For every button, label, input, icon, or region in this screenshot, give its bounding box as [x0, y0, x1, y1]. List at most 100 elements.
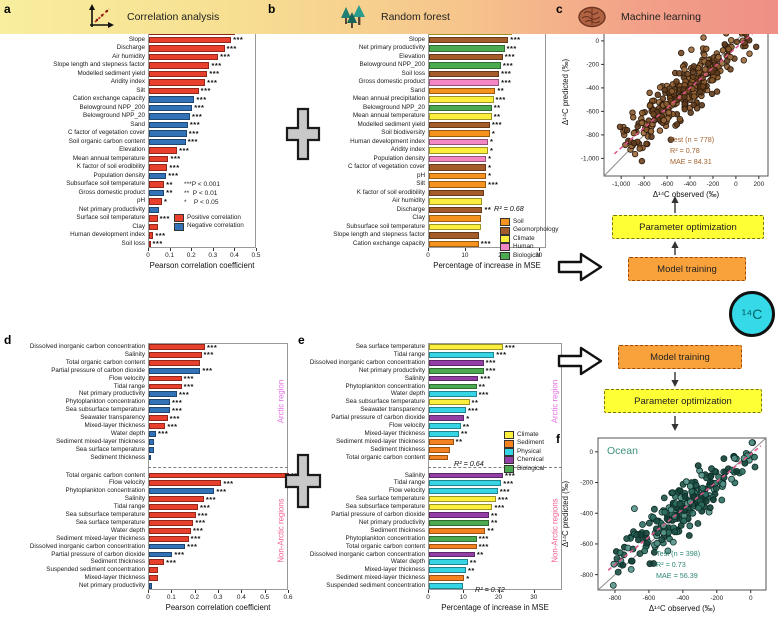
axis-tick-label: 0	[595, 38, 599, 45]
bar-label: Sediment thickness	[370, 445, 425, 453]
bar-label: Human development index	[350, 137, 425, 145]
panel-b: b R factor of rainfall erosivity***Soil …	[262, 2, 558, 295]
axis-tick	[191, 248, 193, 251]
bar	[429, 488, 498, 495]
axis-tick-label: 0.5	[260, 594, 270, 601]
bar-label: Soil loss	[401, 69, 425, 77]
bar-label: Mixed-layer thickness	[364, 566, 425, 574]
scatter-point	[673, 78, 680, 85]
scatter-point	[689, 68, 697, 76]
bar	[149, 130, 187, 137]
significance-stars: **	[493, 103, 501, 112]
bar	[149, 504, 198, 510]
legend-swatch	[504, 448, 514, 457]
bar	[149, 223, 158, 230]
significance-stars: ***	[152, 239, 163, 248]
panel-f: f -800 -600 -400 -200 0 0 -200 -400 -600 -800 Δ¹⁴C…	[556, 430, 778, 624]
bar	[149, 543, 186, 550]
plus-icon	[284, 453, 322, 509]
axis-tick-label: -200	[710, 595, 723, 602]
bar	[429, 383, 477, 390]
scatter-point	[658, 536, 666, 543]
significance-stars: ***	[169, 162, 180, 172]
legend-swatch	[500, 251, 510, 260]
scatter-point	[719, 480, 727, 488]
scatter-point	[650, 549, 658, 556]
bar-label: Net primary productivity	[358, 518, 425, 526]
bar	[429, 583, 463, 589]
bar-label: Phytoplankton concentration	[345, 382, 425, 390]
parameter-optimization-box: Parameter optimization	[604, 389, 762, 413]
bar	[429, 519, 489, 526]
significance-stars: ***	[478, 534, 489, 544]
bar-label: Partial pressure of carbon dioxide	[51, 366, 145, 374]
axis-tick-label: -800	[580, 572, 593, 579]
scatter-point	[627, 565, 635, 573]
bar	[429, 367, 484, 374]
bar-label: Phytoplankton concentration	[65, 398, 145, 406]
band-label: Machine learning	[621, 11, 701, 23]
significance-stars: ***	[205, 494, 217, 504]
bar-label: Aridity index	[390, 146, 425, 153]
significance-stars: **	[462, 421, 470, 431]
scatter-point	[677, 49, 685, 57]
axis-tick-label: 0	[734, 181, 738, 188]
scatter-point	[631, 150, 639, 158]
bar	[429, 121, 490, 128]
scatter-point	[694, 520, 702, 527]
significance-stars: **	[469, 557, 477, 567]
y-axis-label: Δ¹⁴C predicted (‰)	[561, 481, 570, 548]
bar	[149, 113, 191, 120]
bar	[429, 223, 481, 230]
bar	[429, 62, 501, 69]
bar-label: C factor of vegetation cover	[347, 163, 425, 170]
bar-label: Partial pressure of carbon dioxide	[331, 414, 425, 422]
c14-badge: ¹⁴C	[729, 291, 775, 337]
bar	[429, 430, 459, 437]
bar	[429, 53, 503, 60]
bar-label: Water depth	[390, 390, 425, 398]
bar-label: Aridity index	[110, 78, 145, 85]
significance-stars: ***	[155, 230, 166, 240]
significance-stars: **	[493, 111, 501, 121]
bar-label: Mean annual temperature	[352, 112, 425, 119]
bar-label: Sea surface temperature	[75, 445, 145, 453]
bar-label: Sediment mixed-layer thickness	[336, 437, 425, 445]
bar-label: Sediment thickness	[90, 558, 145, 566]
bar-label: Sand	[410, 86, 425, 94]
legend-swatch	[504, 439, 514, 448]
scatter-point	[699, 484, 707, 492]
bar	[429, 36, 509, 43]
axis-tick-label: -200	[580, 480, 593, 487]
bar	[429, 96, 494, 103]
bar-label: Gross domestic product	[358, 78, 426, 85]
scatter-point	[623, 126, 631, 134]
axis-tick-label: 0.1	[165, 252, 175, 259]
bar-label: Sea subsurface temperature	[65, 406, 145, 414]
legend-row: Negative correlation	[174, 222, 244, 231]
scatter-point	[746, 50, 753, 57]
legend-row: Physical	[504, 448, 544, 457]
bar	[149, 36, 232, 43]
axis-tick	[428, 248, 429, 251]
scatter-point	[638, 109, 646, 117]
axis-tick-label: 0.4	[236, 594, 246, 601]
scatter-point	[639, 521, 646, 528]
significance-stars: *	[488, 154, 492, 163]
significance-stars: ***	[491, 120, 503, 129]
bar-label: Slope length and stepness factor	[333, 231, 425, 238]
significance-stars: ***	[203, 350, 214, 360]
panel-letter: d	[4, 333, 12, 347]
bar	[149, 472, 289, 479]
significance-stars: ***	[226, 43, 237, 53]
bar-label: Mixed-layer thickness	[364, 429, 425, 437]
significance-stars: ***	[480, 374, 491, 384]
axis-tick	[256, 248, 257, 251]
arrow-up-icon	[671, 196, 679, 213]
parameter-optimization-box: Parameter optimization	[612, 215, 764, 239]
legend-label: Biological	[517, 464, 545, 472]
stats-line: MAE = 84.31	[670, 157, 712, 166]
bar-label: K factor of soil erodibility	[76, 163, 145, 170]
axis-tick	[148, 248, 149, 251]
significance-stars: ***	[190, 534, 201, 544]
